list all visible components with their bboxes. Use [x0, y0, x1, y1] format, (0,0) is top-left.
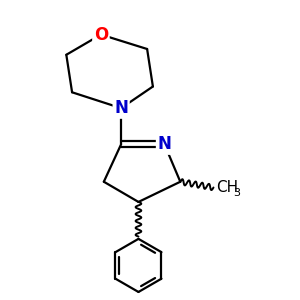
Text: CH: CH — [216, 180, 238, 195]
Text: 3: 3 — [234, 188, 241, 198]
Text: N: N — [114, 99, 128, 117]
Text: O: O — [94, 26, 108, 44]
Text: N: N — [158, 135, 171, 153]
